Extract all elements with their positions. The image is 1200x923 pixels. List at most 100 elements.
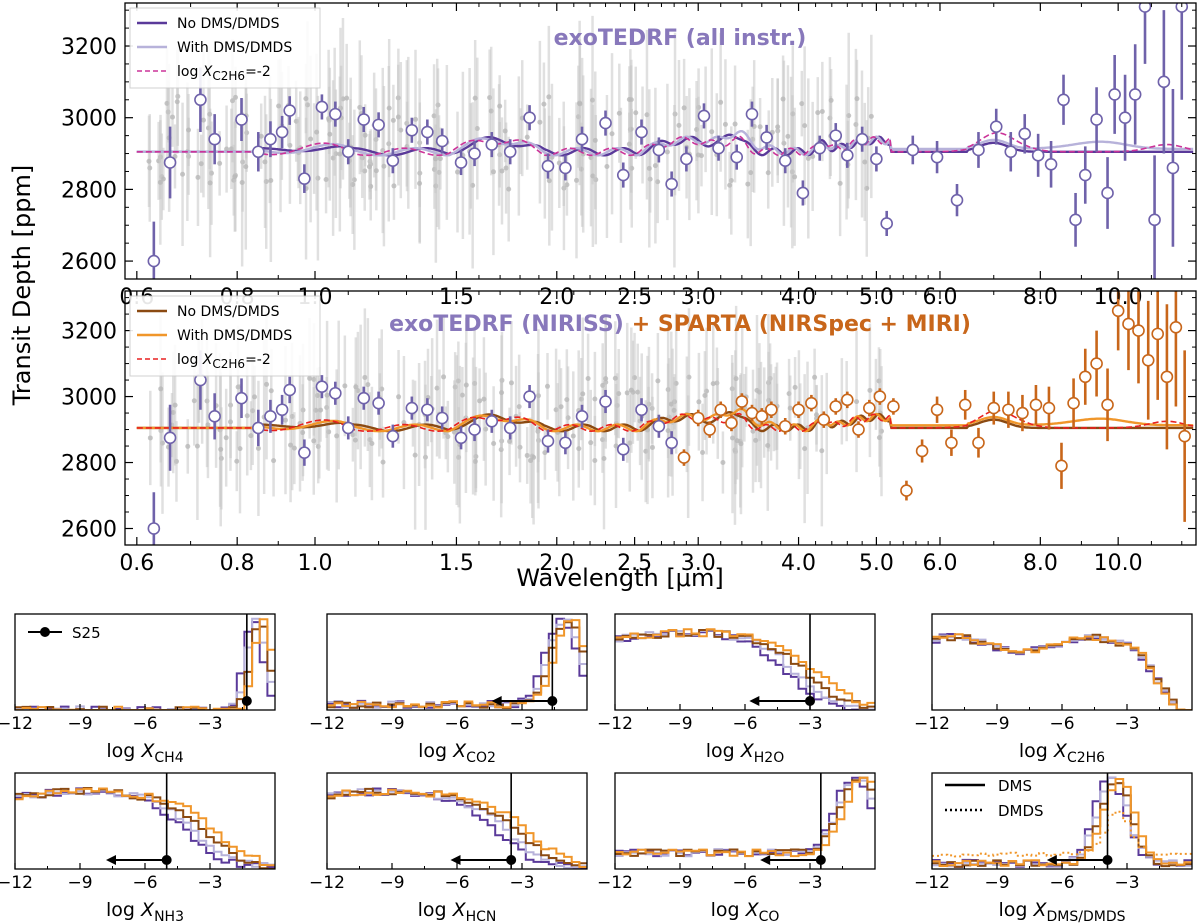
grey-point bbox=[227, 419, 233, 425]
grey-point bbox=[802, 446, 808, 452]
data-point bbox=[755, 410, 769, 423]
data-point bbox=[599, 395, 612, 408]
posterior-panel-4: −12 −9 −6 −3 log XNH3 bbox=[0, 772, 276, 923]
data-point bbox=[900, 484, 913, 497]
grey-point bbox=[491, 440, 497, 446]
data-point bbox=[887, 400, 900, 413]
grey-point bbox=[613, 443, 619, 449]
grey-point bbox=[185, 443, 191, 449]
data-point bbox=[1016, 406, 1029, 420]
grey-point bbox=[337, 151, 343, 157]
data-point bbox=[468, 147, 481, 160]
data-point bbox=[765, 403, 778, 417]
grey-point bbox=[327, 131, 333, 137]
grey-point bbox=[813, 412, 819, 418]
histogram-3 bbox=[615, 628, 875, 706]
data-point bbox=[283, 104, 296, 117]
grey-point bbox=[262, 159, 268, 165]
grey-point bbox=[499, 390, 505, 396]
grey-point bbox=[224, 146, 230, 152]
grey-point bbox=[524, 134, 530, 140]
grey-point bbox=[303, 96, 309, 102]
grey-point bbox=[350, 432, 356, 438]
data-point bbox=[208, 410, 221, 423]
x-tick-label: 4.0 bbox=[781, 551, 816, 576]
data-point bbox=[275, 125, 289, 139]
grey-point bbox=[344, 95, 350, 101]
grey-point bbox=[503, 165, 509, 171]
data-point bbox=[1101, 398, 1114, 412]
grey-point bbox=[412, 116, 418, 122]
grey-point bbox=[603, 376, 609, 382]
x-tick-label: −3 bbox=[197, 873, 222, 893]
grey-point bbox=[445, 434, 451, 440]
data-point bbox=[745, 107, 759, 121]
grey-point bbox=[308, 136, 314, 142]
data-point bbox=[870, 152, 883, 166]
x-tick-label: −9 bbox=[379, 873, 404, 893]
data-point bbox=[1067, 396, 1080, 410]
y-tick-label: 2800 bbox=[61, 178, 117, 203]
data-point bbox=[1031, 149, 1045, 162]
grey-point bbox=[681, 105, 687, 111]
x-tick-label: −9 bbox=[984, 714, 1009, 734]
x-tick-label: 6.0 bbox=[922, 551, 957, 576]
grey-point bbox=[195, 174, 201, 180]
data-point bbox=[972, 143, 985, 157]
x-tick-label: −3 bbox=[1114, 873, 1139, 893]
grey-point bbox=[564, 182, 570, 188]
histogram-steps bbox=[327, 617, 587, 709]
grey-point bbox=[802, 123, 808, 129]
grey-point bbox=[307, 375, 313, 381]
grey-point bbox=[381, 163, 387, 169]
grey-point bbox=[323, 177, 329, 183]
data-point bbox=[147, 522, 161, 535]
grey-point bbox=[481, 396, 487, 402]
data-point bbox=[652, 143, 666, 157]
grey-point bbox=[702, 393, 708, 399]
grey-point bbox=[191, 398, 197, 404]
grey-point bbox=[854, 96, 860, 102]
grey-point bbox=[324, 392, 330, 398]
data-point bbox=[792, 403, 805, 417]
grey-point bbox=[506, 186, 512, 192]
grey-point bbox=[730, 435, 736, 441]
data-point bbox=[1175, 3, 1189, 13]
data-point bbox=[435, 411, 449, 425]
data-point bbox=[778, 154, 792, 168]
data-point bbox=[1122, 317, 1135, 331]
x-tick-label: 8.0 bbox=[1023, 551, 1058, 576]
data-point bbox=[1128, 88, 1142, 101]
grey-point bbox=[720, 460, 726, 466]
grey-point bbox=[601, 456, 607, 462]
x-tick-label: 5.0 bbox=[859, 551, 894, 576]
data-point bbox=[421, 403, 434, 417]
grey-point bbox=[441, 374, 447, 380]
histogram-xlabel: log XDMS/DMDS bbox=[998, 899, 1125, 923]
data-point bbox=[1078, 168, 1092, 182]
y-tick-label: 2600 bbox=[61, 250, 117, 275]
legend-label: DMDS bbox=[998, 802, 1044, 820]
grey-point bbox=[862, 159, 868, 165]
data-point bbox=[357, 391, 371, 405]
data-point bbox=[1069, 213, 1082, 227]
histogram-steps bbox=[932, 776, 1192, 868]
grey-point bbox=[252, 394, 258, 400]
grey-point bbox=[792, 384, 798, 390]
grey-point bbox=[710, 381, 716, 387]
grey-point bbox=[577, 101, 583, 107]
legend-label: log XC2H6=-2 bbox=[177, 64, 271, 83]
data-point bbox=[315, 380, 329, 393]
grey-point bbox=[590, 97, 596, 103]
posterior-panel-6: −12 −9 −6 −3 log XCO bbox=[597, 772, 876, 923]
data-point bbox=[635, 403, 648, 417]
grey-point bbox=[235, 384, 241, 390]
legend-marker bbox=[40, 627, 50, 637]
grey-point bbox=[264, 381, 270, 387]
grey-point bbox=[750, 428, 756, 434]
x-tick-label: −6 bbox=[732, 873, 757, 893]
grey-point bbox=[709, 129, 715, 135]
x-tick-label: −12 bbox=[914, 873, 950, 893]
data-point bbox=[1057, 93, 1070, 107]
